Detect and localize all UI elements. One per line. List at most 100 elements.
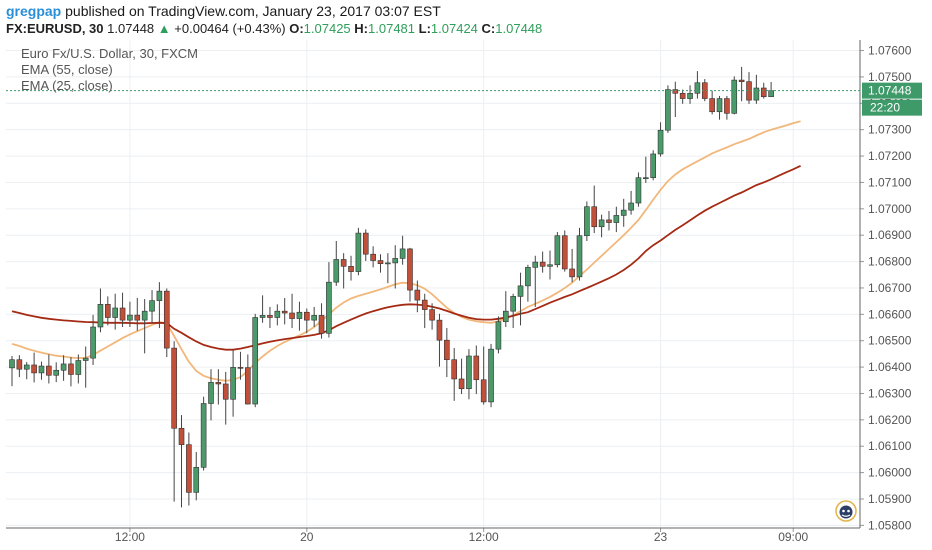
ema55-line (11, 164, 801, 351)
candle-down (222, 383, 229, 400)
candle-up (488, 348, 494, 403)
candle-up (665, 89, 671, 131)
candle-up (532, 261, 539, 268)
candle-down (458, 378, 465, 390)
candle-down (679, 92, 686, 99)
candle-down (186, 444, 192, 493)
candle-up (502, 310, 509, 323)
candle-down (303, 311, 310, 321)
candle-up (584, 206, 590, 237)
candle-up (259, 315, 266, 318)
candle-up (149, 300, 155, 312)
candle-down (178, 427, 185, 445)
candle-up (753, 87, 760, 101)
y-tick-label: 1.07100 (868, 175, 912, 189)
candle-down (215, 382, 222, 385)
candle-up (399, 248, 406, 259)
candle-up (620, 209, 627, 216)
high-value: 1.07481 (368, 21, 416, 36)
candle-down (760, 87, 767, 98)
candle-up (768, 90, 774, 98)
x-tick-label: 09:00 (778, 530, 808, 544)
candle-up (75, 360, 82, 375)
candle-up (193, 467, 200, 493)
candle-down (561, 235, 568, 270)
candle-up (230, 367, 236, 400)
y-tick-label: 1.06900 (868, 228, 912, 242)
candle-up (23, 364, 30, 370)
y-tick-label: 1.06600 (868, 307, 912, 321)
candle-down (724, 98, 730, 114)
candle-down (429, 309, 435, 321)
candle-down (134, 314, 141, 321)
y-tick-label: 1.06500 (868, 334, 912, 348)
change-arrow-icon: ▲ (157, 21, 171, 36)
candle-up (694, 82, 701, 94)
countdown-tag-value: 22:20 (870, 101, 900, 115)
last-price-tag-value: 1.07448 (868, 84, 912, 98)
candle-down (237, 367, 244, 369)
candle-down (171, 347, 177, 429)
candle-up (628, 202, 634, 211)
candle-down (163, 290, 170, 349)
candle-down (738, 79, 745, 82)
candle-up (598, 219, 605, 228)
low-label: L: (418, 21, 431, 36)
y-tick-label: 1.06100 (868, 439, 912, 453)
x-tick-label: 12:00 (469, 530, 499, 544)
candle-up (392, 258, 399, 264)
candle-up (613, 215, 620, 223)
tradingview-logo-icon (835, 500, 857, 522)
symbol-label: FX:EURUSD, 30 (6, 21, 104, 36)
candle-up (200, 403, 207, 468)
candle-up (53, 369, 60, 376)
candle-up (643, 177, 649, 179)
candle-up (355, 232, 362, 272)
low-value: 1.07424 (430, 21, 478, 36)
candle-down (451, 359, 458, 380)
candle-up (38, 365, 45, 374)
candle-up (156, 290, 163, 301)
candle-up (127, 314, 133, 321)
candle-up (554, 235, 561, 266)
y-tick-label: 1.07500 (868, 70, 912, 84)
legend-title: Euro Fx/U.S. Dollar, 30, FXCM (21, 46, 198, 61)
candle-up (635, 177, 642, 204)
candle-down (267, 315, 273, 318)
candle-up (466, 355, 472, 390)
author-link[interactable]: gregpap (6, 3, 62, 19)
y-tick-label: 1.07000 (868, 202, 912, 216)
candle-up (495, 321, 502, 350)
y-tick-label: 1.06400 (868, 360, 912, 374)
candle-up (687, 92, 693, 99)
countdown-tag (862, 99, 922, 116)
candle-down (119, 307, 126, 321)
candle-down (318, 315, 325, 334)
open-label: O: (289, 21, 304, 36)
candle-up (296, 311, 303, 319)
candle-down (289, 312, 295, 319)
candle-down (672, 89, 679, 94)
candle-down (473, 355, 480, 381)
candle-down (348, 266, 354, 272)
candle-up (385, 262, 391, 265)
published-text: published on TradingView.com, January 23… (65, 3, 441, 19)
candle-down (370, 253, 376, 261)
candle-up (141, 310, 148, 321)
candle-up (525, 267, 531, 287)
candle-down (281, 310, 288, 314)
candle-up (82, 357, 89, 361)
last-price: 1.07448 (107, 21, 155, 36)
candle-up (252, 317, 259, 405)
candle-down (569, 268, 575, 278)
candle-up (208, 382, 214, 404)
chart-header: gregpap published on TradingView.com, Ja… (0, 0, 932, 40)
candle-down (444, 339, 450, 361)
candle-down (414, 289, 421, 301)
candle-up (547, 264, 553, 267)
x-tick-label: 23 (654, 530, 668, 544)
high-label: H: (354, 21, 369, 36)
last-price-tag (862, 82, 922, 99)
candle-up (333, 259, 340, 283)
